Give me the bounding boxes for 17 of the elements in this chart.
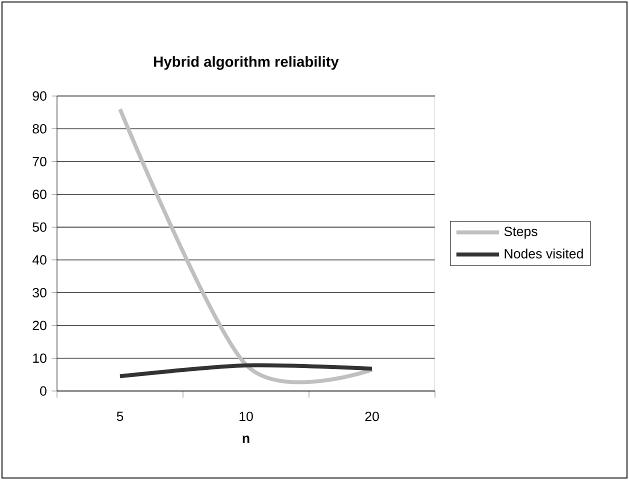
legend-label: Steps xyxy=(504,226,538,239)
y-tick-label: 10 xyxy=(33,354,46,363)
chart-title: Hybrid algorithm reliability xyxy=(154,56,339,70)
y-tick-label: 90 xyxy=(32,91,46,101)
y-tick-label: 80 xyxy=(32,124,46,134)
x-tick-label: 10 xyxy=(240,412,253,422)
y-tick-label: 20 xyxy=(32,320,46,330)
x-tick-label: 20 xyxy=(365,412,379,422)
y-tick-label: 0 xyxy=(40,386,46,396)
y-tick-label: 30 xyxy=(32,288,46,298)
y-tick-label: 40 xyxy=(32,255,46,265)
x-tick-label: 5 xyxy=(116,412,124,422)
y-tick-label: 70 xyxy=(32,156,46,166)
legend-label: Nodes visited xyxy=(504,248,583,258)
y-tick-label: 60 xyxy=(32,190,46,200)
y-tick-label: 50 xyxy=(32,222,46,232)
x-axis-title: n xyxy=(242,436,250,443)
